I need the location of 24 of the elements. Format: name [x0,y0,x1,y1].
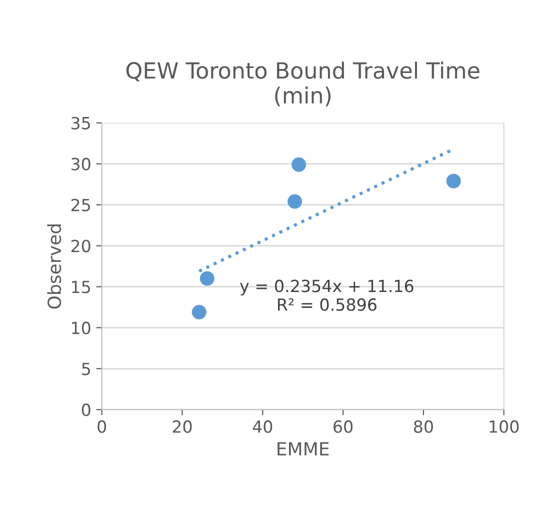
x-tick-label: 40 [252,420,272,433]
x-tick-label: 100 [490,420,519,433]
point [288,194,302,209]
annotation: R² = 0.5896 [278,298,376,311]
y-axis-title: Observed [47,224,62,309]
point [446,174,461,188]
y-tick-label: 5 [82,362,90,376]
point [292,157,306,172]
y-tick-label: 30 [71,158,90,170]
y-tick-label: 10 [72,322,90,334]
point [200,271,214,286]
x-tick-label: 0 [98,420,106,433]
x-axis-title: EMME [278,442,329,456]
chart-title: QEW Toronto Bound Travel Time (min) [126,62,480,106]
point [192,304,206,320]
y-tick-label: 20 [71,240,90,252]
y-tick-label: 35 [71,116,90,130]
x-tick-label: 20 [172,420,192,433]
x-tick-label: 60 [334,420,353,433]
y-tick-label: 0 [82,404,90,416]
y-tick-label: 15 [72,280,90,294]
x-tick-label: 80 [414,420,433,433]
y-tick-label: 25 [71,198,90,212]
annotation: y = 0.2354x + 11.16 [240,280,414,296]
